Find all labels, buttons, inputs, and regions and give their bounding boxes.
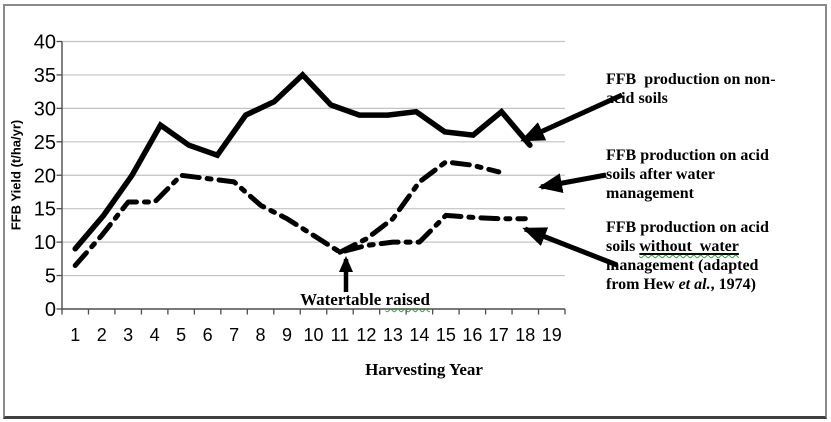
x-tick-label-9: 9 xyxy=(282,325,292,345)
legend-non-acid-soils: FFB production on non-acid soils xyxy=(606,70,831,108)
y-tick-label-15: 15 xyxy=(34,199,56,221)
legend-line: from Hew et al., 1974) xyxy=(606,275,831,294)
x-tick-label-13: 13 xyxy=(383,325,403,345)
legend-acid-after-management: FFB production on acid soils after water m… xyxy=(606,146,831,203)
x-tick-label-18: 18 xyxy=(515,325,535,345)
y-tick-label-0: 0 xyxy=(45,299,56,321)
y-tick-label-40: 40 xyxy=(34,32,56,54)
x-tick-label-14: 14 xyxy=(409,325,429,345)
y-tick-label-10: 10 xyxy=(34,232,56,254)
arrow-to-without-management-line xyxy=(522,226,618,268)
legend-line: FFB production on acid xyxy=(606,146,831,165)
x-tick-label-1: 1 xyxy=(70,325,80,345)
italic-text: et al. xyxy=(678,276,711,293)
text-part: FFB production on acid xyxy=(606,219,769,236)
text-part: FFB production on non- xyxy=(606,71,776,88)
y-axis-title: FFB Yield (t/ha/yr) xyxy=(9,120,24,231)
text-part: from Hew xyxy=(606,276,679,293)
x-axis-title-text: Harvesting Year xyxy=(365,360,483,379)
x-tick-label-2: 2 xyxy=(97,325,107,345)
x-tick-label-5: 5 xyxy=(176,325,186,345)
spellcheck-squiggle-text: without water xyxy=(639,238,739,255)
series-line-non_acid xyxy=(72,71,533,252)
text-part: soils after water xyxy=(606,166,715,183)
y-axis-title-text: FFB Yield (t/ha/yr) xyxy=(8,119,24,231)
legend-line: management (adapted xyxy=(606,256,831,275)
arrow-to-non-acid-line xyxy=(520,92,624,143)
legend-line: FFB production on non- xyxy=(606,70,831,89)
x-tick-label-15: 15 xyxy=(436,325,456,345)
x-tick-label-10: 10 xyxy=(303,325,323,345)
x-tick-label-3: 3 xyxy=(123,325,133,345)
series-line-acid_without xyxy=(72,172,528,268)
squiggle-text: raised xyxy=(385,290,430,309)
x-tick-label-19: 19 xyxy=(542,325,562,345)
legend-line: soils without water xyxy=(606,237,831,256)
y-tick-label-5: 5 xyxy=(45,266,56,288)
text-part: soils xyxy=(606,238,640,255)
y-tick-label-35: 35 xyxy=(34,65,56,87)
y-tick-label-20: 20 xyxy=(34,165,56,187)
x-tick-label-6: 6 xyxy=(203,325,213,345)
x-tick-label-17: 17 xyxy=(489,325,509,345)
text-part: , 1974) xyxy=(710,276,756,293)
legend-acid-without-management: FFB production on acid soils without wate… xyxy=(606,218,831,294)
arrow-to-after-management-line xyxy=(538,172,607,194)
underlined-text: without water xyxy=(639,238,739,255)
text-part: FFB production on acid xyxy=(606,147,769,164)
y-tick-label-25: 25 xyxy=(34,132,56,154)
series-line-acid_after xyxy=(337,159,502,255)
x-tick-label-8: 8 xyxy=(256,325,266,345)
legend-line: acid soils xyxy=(606,89,831,108)
y-tick-label-30: 30 xyxy=(34,98,56,120)
x-tick-label-4: 4 xyxy=(150,325,160,345)
x-axis-title: Harvesting Year xyxy=(365,360,483,380)
annotation-watertable: Watertable raised xyxy=(300,290,430,310)
x-tick-label-7: 7 xyxy=(229,325,239,345)
legend-line: FFB production on acid xyxy=(606,218,831,237)
x-tick-label-16: 16 xyxy=(462,325,482,345)
text-part: acid soils xyxy=(606,90,668,107)
x-tick-label-12: 12 xyxy=(356,325,376,345)
text-part: Watertable xyxy=(300,290,386,309)
legend-line: management xyxy=(606,184,831,203)
legend-line: soils after water xyxy=(606,165,831,184)
text-part: management (adapted xyxy=(606,257,759,274)
text-part: management xyxy=(606,185,694,202)
x-tick-label-11: 11 xyxy=(331,325,350,345)
